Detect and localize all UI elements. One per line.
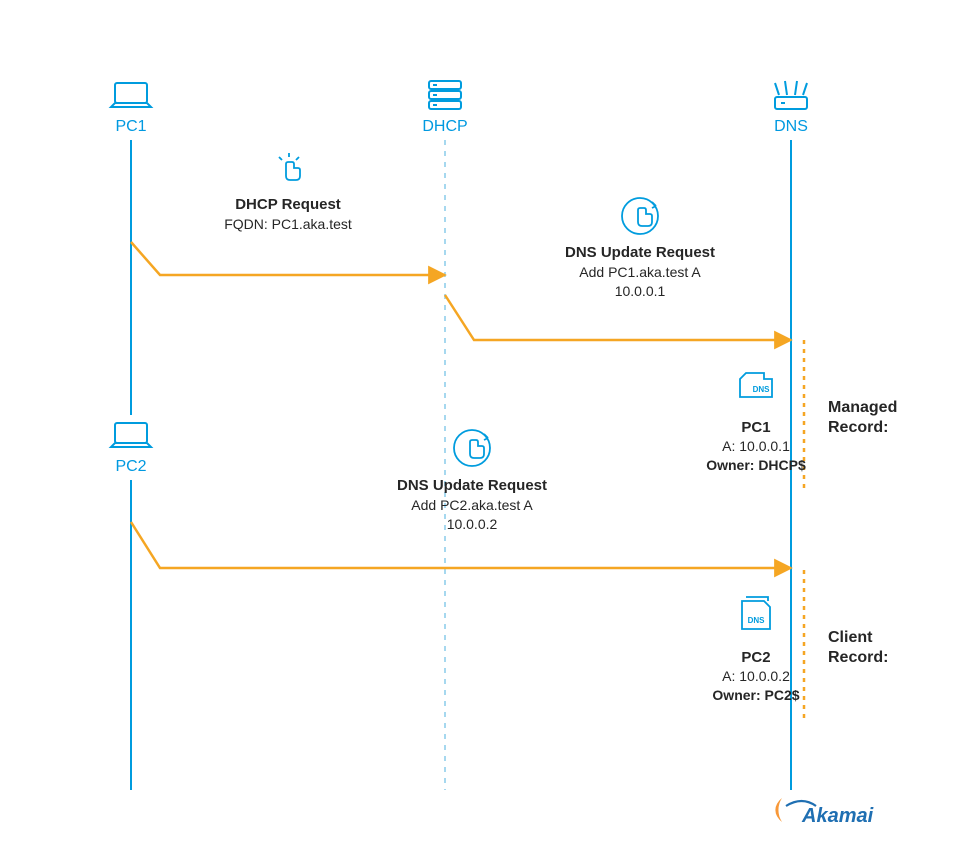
node-pc1: PC1 <box>111 83 151 135</box>
record1-side2: Record: <box>828 419 888 436</box>
record2: DNS PC2 A: 10.0.0.2 Owner: PC2$ Client R… <box>712 570 888 720</box>
msg2-body1: Add PC1.aka.test A <box>579 264 701 280</box>
node-pc2: PC2 <box>111 423 151 475</box>
node-dns-label: DNS <box>774 118 808 135</box>
node-pc1-label: PC1 <box>115 118 146 135</box>
msg1-body: FQDN: PC1.aka.test <box>224 216 352 232</box>
akamai-logo: Akamai <box>775 798 873 827</box>
msg2-body2: 10.0.0.1 <box>615 283 666 299</box>
record1: DNS PC1 A: 10.0.0.1 Owner: DHCP$ Managed… <box>706 340 897 488</box>
server-icon <box>429 81 461 109</box>
laptop-icon <box>111 83 151 107</box>
record2-side1: Client <box>828 629 873 646</box>
msg3-body1: Add PC2.aka.test A <box>411 497 533 513</box>
record2-side2: Record: <box>828 649 888 666</box>
node-dhcp-label: DHCP <box>422 118 467 135</box>
record1-owner: Owner: DHCP$ <box>706 457 806 473</box>
msg2-title: DNS Update Request <box>565 244 715 261</box>
dns-file-icon: DNS <box>742 597 770 629</box>
tap-icon <box>454 430 490 466</box>
node-dhcp: DHCP <box>422 81 467 135</box>
laptop-icon <box>111 423 151 447</box>
record2-name: PC2 <box>741 649 770 666</box>
dns-server-icon <box>775 81 807 109</box>
svg-text:DNS: DNS <box>748 616 766 625</box>
logo-text: Akamai <box>801 805 874 827</box>
record1-name: PC1 <box>741 419 770 436</box>
msg3: DNS Update Request Add PC2.aka.test A 10… <box>131 430 791 568</box>
msg3-body2: 10.0.0.2 <box>447 516 498 532</box>
lifelines <box>131 140 791 790</box>
tap-icon <box>279 153 300 180</box>
record2-owner: Owner: PC2$ <box>712 687 799 703</box>
record1-a: A: 10.0.0.1 <box>722 438 790 454</box>
msg1-arrow <box>131 242 445 275</box>
svg-text:DNS: DNS <box>753 385 771 394</box>
logo-swoosh <box>775 798 782 822</box>
msg1-title: DHCP Request <box>235 196 341 213</box>
msg1: DHCP Request FQDN: PC1.aka.test <box>131 153 445 275</box>
msg2: DNS Update Request Add PC1.aka.test A 10… <box>445 198 791 340</box>
node-dns: DNS <box>774 81 808 135</box>
tap-icon <box>622 198 658 234</box>
record1-side1: Managed <box>828 399 897 416</box>
msg2-arrow <box>445 295 791 340</box>
node-pc2-label: PC2 <box>115 458 146 475</box>
msg3-title: DNS Update Request <box>397 477 547 494</box>
record2-a: A: 10.0.0.2 <box>722 668 790 684</box>
dns-folder-icon: DNS <box>740 373 772 397</box>
